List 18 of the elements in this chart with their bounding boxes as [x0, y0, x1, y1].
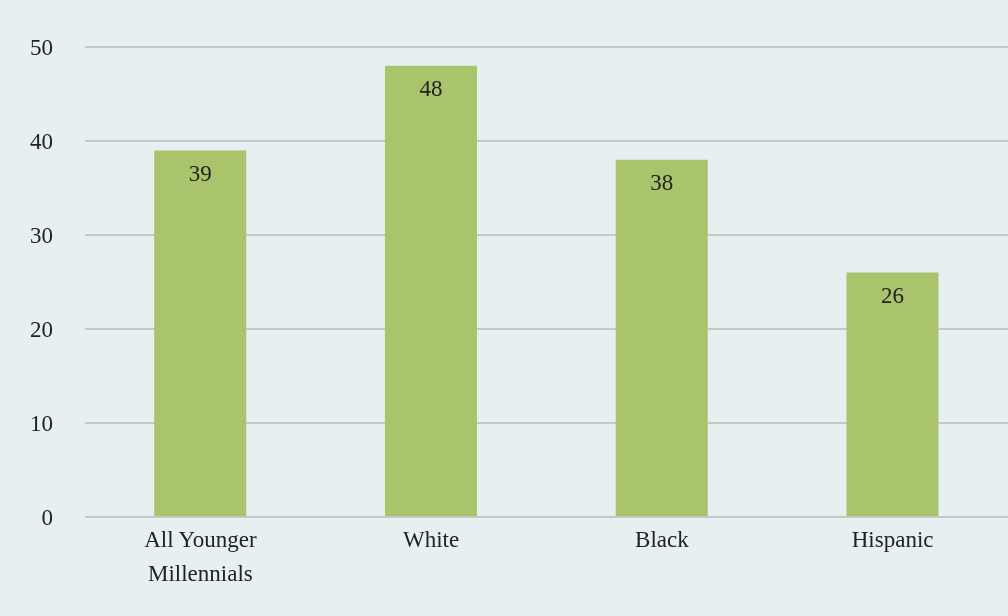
y-tick-label: 20: [30, 317, 53, 343]
x-tick-label: White: [403, 527, 460, 552]
x-tick-label: Hispanic: [851, 527, 934, 552]
bar: [154, 150, 247, 517]
y-tick-label: 10: [30, 411, 53, 437]
data-label: 38: [650, 170, 674, 196]
bar: [384, 65, 477, 517]
y-tick-label: 40: [30, 129, 53, 155]
bar: [846, 272, 939, 517]
y-tick-label: 50: [30, 35, 53, 61]
y-tick-label: 0: [41, 505, 53, 531]
data-label: 39: [188, 160, 212, 186]
x-tick-label: Black: [635, 527, 690, 552]
y-tick-label: 30: [30, 223, 53, 249]
data-label: 48: [419, 76, 443, 102]
data-label: 26: [880, 282, 904, 308]
x-tick-label: All Younger Millennials: [144, 527, 257, 586]
bar: [615, 159, 708, 517]
